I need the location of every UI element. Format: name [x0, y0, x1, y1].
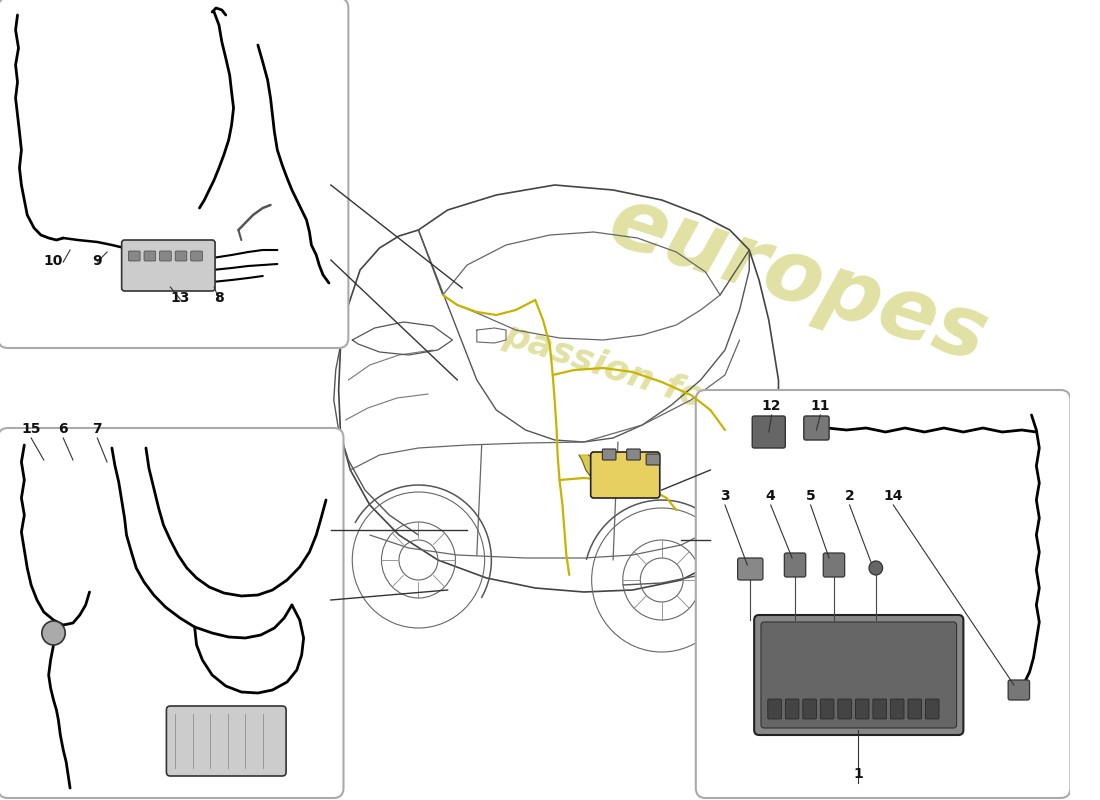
FancyBboxPatch shape — [0, 0, 349, 348]
Text: passion for cars since 1985: passion for cars since 1985 — [499, 318, 1038, 522]
FancyBboxPatch shape — [768, 699, 781, 719]
FancyBboxPatch shape — [908, 699, 922, 719]
Text: 15: 15 — [21, 422, 41, 436]
FancyBboxPatch shape — [627, 449, 640, 460]
Text: 5: 5 — [805, 489, 815, 503]
FancyBboxPatch shape — [755, 615, 964, 735]
FancyBboxPatch shape — [873, 699, 887, 719]
FancyBboxPatch shape — [1008, 680, 1030, 700]
Text: 1: 1 — [854, 767, 864, 781]
Text: 3: 3 — [720, 489, 729, 503]
Text: 2: 2 — [845, 489, 855, 503]
Text: 9: 9 — [92, 254, 102, 268]
FancyBboxPatch shape — [785, 699, 799, 719]
FancyBboxPatch shape — [646, 454, 660, 465]
Text: 12: 12 — [762, 399, 781, 413]
FancyBboxPatch shape — [784, 553, 805, 577]
FancyBboxPatch shape — [160, 251, 172, 261]
FancyBboxPatch shape — [838, 699, 851, 719]
FancyBboxPatch shape — [761, 622, 957, 728]
Text: 13: 13 — [170, 291, 189, 305]
FancyBboxPatch shape — [603, 449, 616, 460]
FancyBboxPatch shape — [175, 251, 187, 261]
FancyBboxPatch shape — [890, 699, 904, 719]
FancyBboxPatch shape — [144, 251, 156, 261]
Polygon shape — [579, 455, 603, 482]
FancyBboxPatch shape — [925, 699, 939, 719]
Text: 6: 6 — [58, 422, 68, 436]
FancyBboxPatch shape — [166, 706, 286, 776]
FancyBboxPatch shape — [129, 251, 140, 261]
FancyBboxPatch shape — [804, 416, 829, 440]
Text: 10: 10 — [44, 254, 63, 268]
Text: 7: 7 — [92, 422, 102, 436]
Text: europes: europes — [598, 180, 998, 380]
FancyBboxPatch shape — [122, 240, 216, 291]
Circle shape — [42, 621, 65, 645]
FancyBboxPatch shape — [803, 699, 816, 719]
Text: 8: 8 — [214, 291, 223, 305]
FancyBboxPatch shape — [190, 251, 202, 261]
FancyBboxPatch shape — [856, 699, 869, 719]
FancyBboxPatch shape — [823, 553, 845, 577]
FancyBboxPatch shape — [591, 452, 660, 498]
Text: 4: 4 — [766, 489, 775, 503]
Text: 11: 11 — [811, 399, 830, 413]
FancyBboxPatch shape — [821, 699, 834, 719]
FancyBboxPatch shape — [752, 416, 785, 448]
Text: 14: 14 — [883, 489, 903, 503]
FancyBboxPatch shape — [738, 558, 763, 580]
FancyBboxPatch shape — [0, 428, 343, 798]
Circle shape — [869, 561, 882, 575]
FancyBboxPatch shape — [696, 390, 1070, 798]
